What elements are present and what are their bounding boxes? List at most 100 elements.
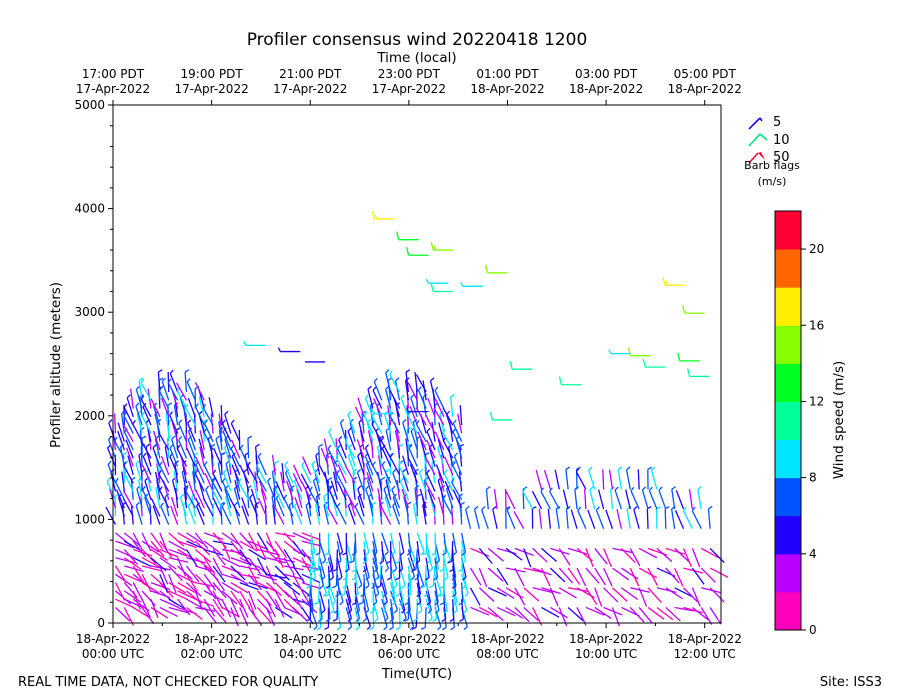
- wind-barb: [194, 532, 209, 549]
- wind-barb: [433, 407, 445, 426]
- top-tick-date: 17-Apr-2022: [372, 82, 446, 96]
- wind-barb: [424, 457, 436, 476]
- wind-barb: [650, 466, 658, 490]
- wind-barb: [438, 471, 445, 492]
- wind-barb: [248, 540, 268, 550]
- wind-barb: [212, 590, 223, 609]
- wind-barb: [394, 430, 401, 451]
- wind-barb: [256, 607, 272, 623]
- wind-barb: [224, 435, 232, 459]
- wind-barb: [417, 431, 427, 451]
- wind-barb: [250, 488, 259, 509]
- wind-barb: [296, 488, 303, 509]
- wind-barb: [337, 481, 347, 500]
- wind-barb: [665, 606, 681, 622]
- x-tick-date: 18-Apr-2022: [175, 632, 249, 646]
- wind-barb: [265, 532, 275, 552]
- wind-barb: [674, 510, 685, 529]
- wind-barb: [318, 464, 330, 484]
- wind-barb: [691, 506, 702, 530]
- wind-barb: [381, 590, 387, 614]
- wind-barb: [394, 377, 401, 401]
- wind-barb: [629, 607, 645, 623]
- wind-barb: [204, 532, 224, 540]
- wind-barb: [337, 444, 347, 467]
- wind-barb: [203, 419, 214, 442]
- legend-label-10: 10: [773, 133, 790, 148]
- wind-barb: [168, 606, 189, 614]
- wind-barb: [126, 394, 134, 418]
- wind-barb: [301, 461, 312, 484]
- wind-barb: [107, 460, 117, 484]
- wind-barb: [541, 606, 560, 618]
- wind-barb: [420, 565, 427, 589]
- wind-barb: [389, 370, 401, 393]
- wind-barb: [603, 567, 613, 587]
- wind-barb: [302, 456, 312, 476]
- wind-barb: [558, 548, 571, 566]
- wind-barb: [605, 509, 614, 529]
- wind-barb: [367, 385, 374, 409]
- wind-barb: [398, 590, 406, 614]
- top-tick-date: 18-Apr-2022: [470, 82, 544, 96]
- wind-barb: [460, 541, 467, 565]
- wind-barb: [212, 565, 226, 583]
- wind-barb: [345, 540, 353, 564]
- wind-barb: [347, 427, 356, 451]
- wind-barb: [398, 461, 409, 484]
- wind-barb: [277, 347, 301, 353]
- wind-barb: [389, 582, 397, 606]
- wind-barb: [212, 598, 225, 617]
- wind-barb: [362, 541, 368, 565]
- wind-barb: [461, 574, 469, 597]
- wind-barb: [554, 469, 560, 490]
- barb-legend: 5 10 50 Barb flags (m/s): [744, 115, 800, 188]
- wind-barb: [230, 598, 240, 618]
- wind-barb: [234, 480, 241, 500]
- wind-barb: [638, 547, 658, 559]
- wind-barb: [239, 598, 249, 618]
- wind-barb: [420, 607, 427, 630]
- wind-barb: [402, 418, 409, 442]
- wind-barb: [409, 464, 418, 484]
- x-tick-time: 00:00 UTC: [82, 647, 144, 661]
- wind-barb: [424, 481, 436, 501]
- wind-barb: [629, 548, 641, 567]
- wind-barb: [230, 582, 249, 594]
- wind-barb: [123, 590, 142, 603]
- wind-barb: [371, 210, 395, 220]
- wind-barb: [265, 565, 276, 585]
- wind-barb: [132, 540, 147, 558]
- wind-barb: [195, 565, 215, 573]
- wind-barb: [212, 478, 223, 501]
- wind-barb: [664, 506, 670, 529]
- wind-barb: [345, 599, 353, 622]
- wind-barb: [194, 382, 205, 401]
- wind-barb: [248, 532, 259, 551]
- wind-barb: [212, 582, 227, 599]
- wind-barb: [415, 374, 427, 393]
- legend-caption-units: (m/s): [758, 175, 787, 188]
- wind-barb: [335, 574, 340, 598]
- wind-barb: [356, 439, 365, 459]
- wind-barb: [114, 582, 126, 601]
- wind-barb: [638, 587, 648, 607]
- wind-barb: [158, 486, 170, 509]
- wind-barb: [377, 488, 383, 509]
- wind-barb: [170, 497, 179, 517]
- wind-barb: [124, 573, 143, 583]
- y-tick-label: 2000: [74, 409, 105, 423]
- wind-barb: [547, 508, 552, 529]
- wind-barb: [339, 418, 347, 442]
- wind-barb: [616, 509, 623, 529]
- wind-barb: [335, 453, 347, 476]
- wind-barb: [549, 567, 566, 583]
- wind-barb: [345, 607, 353, 631]
- wind-barb: [141, 557, 161, 568]
- wind-barb: [379, 541, 385, 564]
- wind-barb: [314, 582, 321, 605]
- wind-barb: [186, 582, 202, 597]
- wind-barb: [205, 485, 214, 509]
- wind-barb: [390, 565, 398, 589]
- wind-barb: [283, 590, 300, 605]
